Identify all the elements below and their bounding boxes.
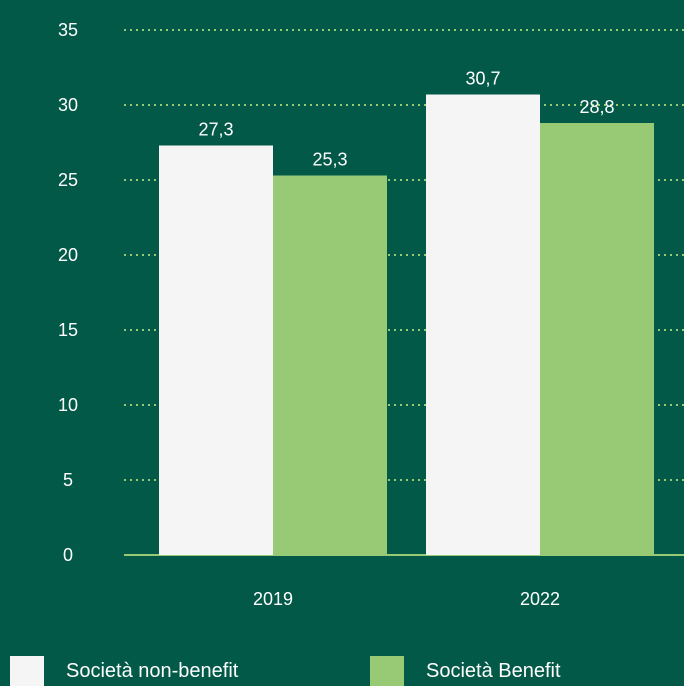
- data-label-2022-series-1: 28,8: [579, 97, 614, 117]
- legend-swatch-benefit: [370, 656, 404, 686]
- x-tick-label-2022: 2022: [520, 589, 560, 609]
- y-tick-label-1: 5: [63, 470, 73, 490]
- legend: Società non-benefit Società Benefit: [10, 656, 684, 686]
- bar-2019-series-0: [159, 145, 273, 555]
- y-tick-label-4: 20: [58, 245, 78, 265]
- y-tick-label-3: 15: [58, 320, 78, 340]
- data-label-2019-series-0: 27,3: [198, 120, 233, 140]
- y-tick-label-0: 0: [63, 545, 73, 565]
- y-tick-label-7: 35: [58, 20, 78, 40]
- x-tick-label-2019: 2019: [253, 589, 293, 609]
- legend-label-benefit: Società Benefit: [426, 660, 561, 682]
- labels: 0 5 10 15 20 25 30 35 27,3 25,3 2019 30,7 28,8 2022: [58, 20, 615, 609]
- y-tick-label-2: 10: [58, 395, 78, 415]
- bar-2022-series-1: [540, 123, 654, 555]
- data-label-2022-series-0: 30,7: [465, 69, 500, 89]
- bar-2019-series-1: [273, 175, 387, 555]
- y-tick-label-6: 30: [58, 95, 78, 115]
- data-label-2019-series-1: 25,3: [312, 150, 347, 170]
- bar-2022-series-0: [426, 94, 540, 555]
- legend-swatch-non-benefit: [10, 656, 44, 686]
- legend-label-non-benefit: Società non-benefit: [66, 660, 239, 682]
- y-tick-label-5: 25: [58, 170, 78, 190]
- bars: [159, 94, 654, 555]
